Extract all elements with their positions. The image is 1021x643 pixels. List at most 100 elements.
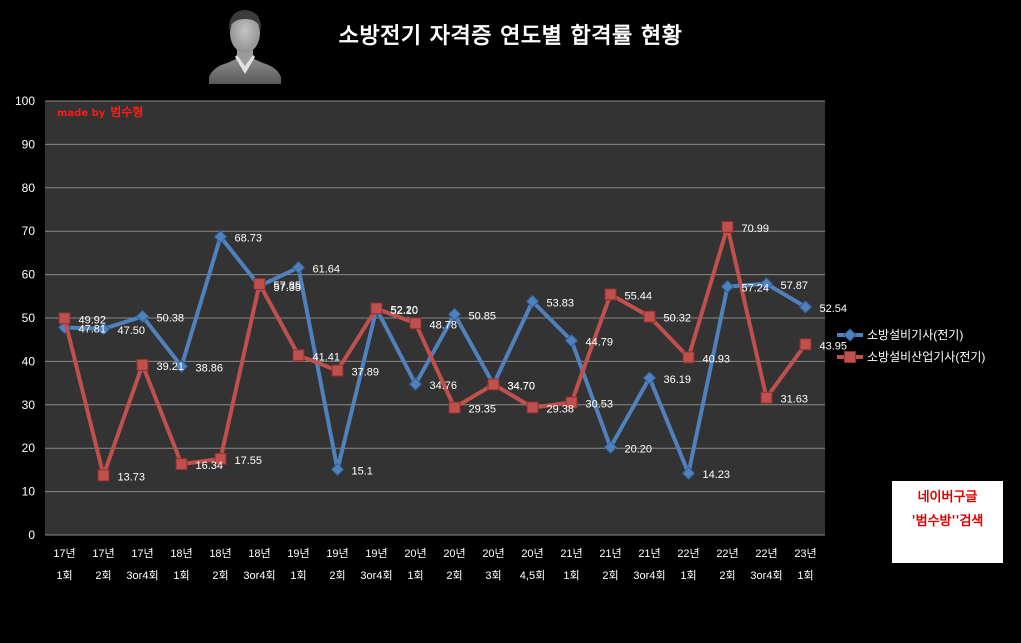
x-tick-label-year: 23년 <box>794 547 816 560</box>
data-label: 34.70 <box>508 380 536 392</box>
data-point <box>175 458 188 471</box>
data-label: 49.92 <box>79 314 107 326</box>
x-tick-label-year: 18년 <box>209 547 231 560</box>
x-tick-label-round: 2회 <box>212 569 228 582</box>
x-tick-label-round: 1회 <box>407 569 423 582</box>
y-tick-label: 0 <box>28 528 35 542</box>
x-tick-label-round: 2회 <box>329 569 345 582</box>
data-label: 20.20 <box>625 443 653 455</box>
x-tick-label-year: 18년 <box>170 547 192 560</box>
x-tick-label-round: 3or4회 <box>750 569 782 582</box>
x-tick-label-year: 21년 <box>638 547 660 560</box>
data-label: 52.54 <box>820 303 848 315</box>
data-point <box>799 338 812 351</box>
data-label: 53.83 <box>547 297 575 309</box>
data-label: 37.89 <box>352 367 380 379</box>
data-label: 47.50 <box>118 325 146 337</box>
data-point <box>58 312 71 325</box>
x-tick-label-year: 20년 <box>521 547 543 560</box>
data-point <box>213 230 228 244</box>
data-point <box>447 307 462 322</box>
data-point <box>291 260 306 275</box>
x-tick-label-round: 1회 <box>680 569 696 582</box>
data-label: 16.34 <box>196 460 224 472</box>
data-point <box>135 309 150 324</box>
y-tick-label: 50 <box>22 311 36 325</box>
data-label: 68.73 <box>235 233 263 245</box>
data-label: 43.95 <box>820 340 848 352</box>
x-tick-label-year: 19년 <box>287 547 309 560</box>
data-label: 47.81 <box>79 324 107 336</box>
data-point <box>214 452 227 465</box>
data-label: 52.10 <box>391 305 419 317</box>
y-tick-label: 100 <box>15 94 35 108</box>
data-label: 70.99 <box>742 223 770 235</box>
search-hint-box: 네이버구글 '범수방''검색 <box>892 481 1003 563</box>
data-point <box>721 220 734 233</box>
data-point <box>409 317 422 330</box>
data-point <box>331 364 344 377</box>
data-point <box>526 401 539 414</box>
made-by-watermark: made by 범수형 <box>57 101 143 120</box>
x-tick-label-round: 2회 <box>446 569 462 582</box>
data-label: 39.21 <box>157 361 185 373</box>
person-silhouette-icon <box>209 10 281 84</box>
x-tick-label-round: 3or4회 <box>633 569 665 582</box>
data-point <box>798 300 813 314</box>
data-point <box>759 277 774 291</box>
data-point <box>408 377 423 391</box>
data-point <box>292 349 305 362</box>
data-point <box>97 469 110 482</box>
data-point <box>370 302 383 315</box>
data-label: 36.19 <box>664 374 692 386</box>
data-point <box>720 279 735 294</box>
data-label: 61.64 <box>313 263 341 275</box>
data-label: 44.79 <box>586 337 614 349</box>
data-point <box>96 322 111 336</box>
legend-marker <box>844 351 856 363</box>
x-tick-label-year: 17년 <box>92 547 114 560</box>
x-tick-label-year: 22년 <box>755 547 777 560</box>
legend: 소방설비기사(전기) 소방설비산업기사(전기) <box>837 328 985 364</box>
data-label: 29.38 <box>547 403 575 415</box>
x-tick-label-year: 17년 <box>131 547 153 560</box>
data-label: 57.35 <box>274 282 302 294</box>
data-label: 17.55 <box>235 455 263 467</box>
data-label: 14.23 <box>703 469 731 481</box>
y-tick-label: 20 <box>22 441 36 455</box>
data-label: 38.86 <box>196 362 224 374</box>
data-labels-series-1: 47.81 47.50 50.38 38.86 68.73 57.35 61.64 15.1 5… <box>79 233 848 482</box>
x-tick-label-round: 4,5회 <box>520 569 545 582</box>
data-label: 55.44 <box>625 290 653 302</box>
data-point <box>643 310 656 323</box>
legend-label: 소방설비기사(전기) <box>867 328 963 342</box>
data-point <box>487 378 500 391</box>
x-tick-label-year: 22년 <box>716 547 738 560</box>
data-point <box>682 351 695 364</box>
x-tick-label-round: 3or4회 <box>126 569 158 582</box>
x-tick-label-year: 21년 <box>599 547 621 560</box>
y-tick-label: 80 <box>22 181 36 195</box>
data-label: 15.1 <box>352 465 373 477</box>
data-label: 57.24 <box>742 283 770 295</box>
legend-label: 소방설비산업기사(전기) <box>867 350 985 364</box>
y-tick-label: 60 <box>22 268 36 282</box>
x-tick-label-round: 1회 <box>563 569 579 582</box>
data-point <box>174 359 189 374</box>
x-tick-label-round: 1회 <box>290 569 306 582</box>
y-tick-label: 70 <box>22 224 36 238</box>
search-hint-keyword: '범수방''검색 <box>911 514 984 529</box>
x-tick-label-year: 18년 <box>248 547 270 560</box>
data-label: 41.41 <box>313 351 341 363</box>
data-label: 13.73 <box>118 471 146 483</box>
x-tick-label-year: 17년 <box>53 547 75 560</box>
data-point <box>642 371 657 385</box>
data-point <box>564 333 579 348</box>
data-point <box>253 277 266 290</box>
data-label: 29.35 <box>469 404 497 416</box>
x-tick-label-round: 2회 <box>719 569 735 582</box>
data-point <box>604 288 617 301</box>
series-line <box>62 234 808 476</box>
x-tick-label-year: 20년 <box>443 547 465 560</box>
